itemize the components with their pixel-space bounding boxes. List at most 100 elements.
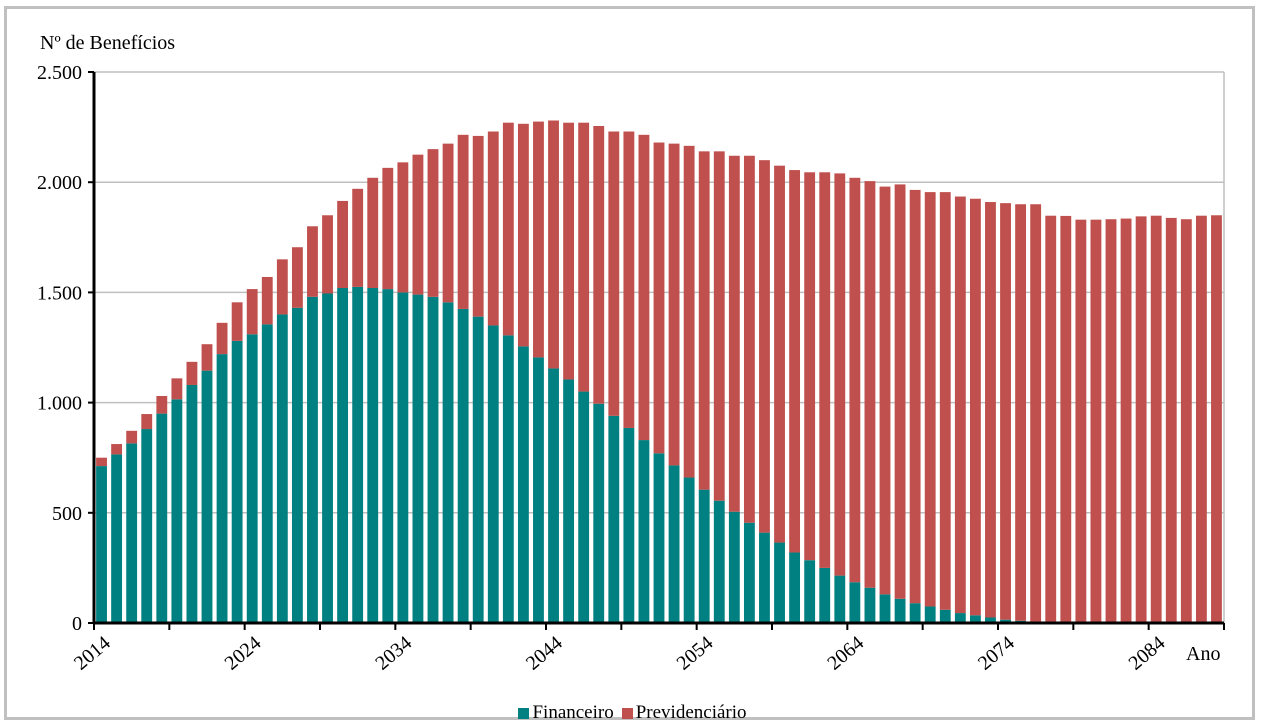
bar-previdenciario-2035 xyxy=(412,154,424,295)
bar-financeiro-2062 xyxy=(819,567,831,623)
bar-previdenciario-2032 xyxy=(367,177,379,288)
bar-financeiro-2040 xyxy=(487,325,499,623)
y-axis-label: Nº de Benefícios xyxy=(40,32,175,54)
bar-previdenciario-2048 xyxy=(608,131,620,416)
bar-financeiro-2020 xyxy=(186,384,198,623)
bar-previdenciario-2040 xyxy=(487,131,499,326)
x-tick-labels: 2014 2024 2034 2044 2054 2064 2074 2084 xyxy=(70,632,1169,675)
bar-previdenciario-2081 xyxy=(1105,219,1117,623)
bar-previdenciario-2074 xyxy=(1000,203,1011,620)
bar-previdenciario-2075 xyxy=(1015,204,1027,621)
bar-financeiro-2018 xyxy=(156,413,168,623)
bar-previdenciario-2050 xyxy=(638,134,650,441)
legend-swatch-previdenciario xyxy=(621,707,633,719)
bar-previdenciario-2023 xyxy=(231,302,243,341)
bar-previdenciario-2062 xyxy=(819,172,831,568)
bar-financeiro-2046 xyxy=(578,391,590,623)
bar-financeiro-2056 xyxy=(728,511,740,623)
bar-previdenciario-2031 xyxy=(352,188,364,287)
bar-financeiro-2029 xyxy=(322,293,333,623)
bar-previdenciario-2073 xyxy=(985,202,996,618)
bar-previdenciario-2069 xyxy=(924,192,936,607)
bar-previdenciario-2053 xyxy=(683,145,695,478)
bar-financeiro-2051 xyxy=(653,453,665,623)
bar-previdenciario-2060 xyxy=(789,170,801,553)
bar-previdenciario-2058 xyxy=(759,160,770,533)
bar-financeiro-2047 xyxy=(593,403,605,623)
bar-previdenciario-2042 xyxy=(517,123,529,347)
bar-previdenciario-2022 xyxy=(216,322,228,355)
bar-financeiro-2048 xyxy=(608,415,620,623)
bar-financeiro-2015 xyxy=(111,454,123,623)
bar-financeiro-2025 xyxy=(261,324,273,623)
y-tick-label-3: 1.500 xyxy=(37,282,82,304)
legend: Financeiro Previdenciário xyxy=(0,700,1265,726)
legend-label-financeiro: Financeiro xyxy=(532,702,614,723)
y-tick-label-5: 2.500 xyxy=(37,62,82,84)
bar-previdenciario-2038 xyxy=(457,134,469,309)
bar-previdenciario-2030 xyxy=(337,200,349,288)
bar-financeiro-2021 xyxy=(201,370,213,623)
bar-previdenciario-2016 xyxy=(126,430,138,444)
bar-financeiro-2053 xyxy=(683,477,695,623)
bar-previdenciario-2021 xyxy=(201,344,213,371)
bar-previdenciario-2020 xyxy=(186,361,198,385)
bar-financeiro-2044 xyxy=(548,368,559,623)
legend-item-previdenciario: Previdenciário xyxy=(621,702,747,724)
bar-previdenciario-2028 xyxy=(307,226,318,297)
x-tick-label-2084: 2084 xyxy=(1125,632,1170,675)
legend-label-previdenciario: Previdenciário xyxy=(635,702,747,723)
x-tick-label-2064: 2064 xyxy=(823,632,868,675)
bar-financeiro-2045 xyxy=(563,379,575,623)
bar-financeiro-2032 xyxy=(367,287,379,623)
bar-previdenciario-2063 xyxy=(834,173,846,576)
x-tick-label-2014: 2014 xyxy=(70,632,115,675)
bar-financeiro-2060 xyxy=(789,552,801,623)
bar-financeiro-2067 xyxy=(894,598,906,623)
bar-financeiro-2043 xyxy=(533,357,544,623)
bar-previdenciario-2070 xyxy=(939,192,951,610)
bar-financeiro-2058 xyxy=(759,532,770,623)
bar-financeiro-2036 xyxy=(427,296,439,623)
y-tick-label-2: 1.000 xyxy=(37,393,82,415)
bar-financeiro-2034 xyxy=(397,292,409,623)
bar-previdenciario-2014 xyxy=(96,457,107,467)
bar-financeiro-2023 xyxy=(231,340,243,623)
bar-financeiro-2055 xyxy=(713,500,725,623)
bar-financeiro-2068 xyxy=(909,603,921,623)
bar-previdenciario-2029 xyxy=(322,215,333,294)
bar-financeiro-2049 xyxy=(623,427,635,623)
bar-previdenciario-2018 xyxy=(156,395,168,414)
bar-financeiro-2054 xyxy=(698,489,710,623)
bar-previdenciario-2080 xyxy=(1090,219,1102,623)
bar-financeiro-2016 xyxy=(126,443,138,623)
y-tick-label-4: 2.000 xyxy=(37,172,82,194)
x-tick-label-2024: 2024 xyxy=(221,632,266,675)
bar-financeiro-2022 xyxy=(216,354,228,623)
y-tick-label-0: 0 xyxy=(72,613,82,635)
bar-previdenciario-2049 xyxy=(623,131,635,428)
bar-previdenciario-2052 xyxy=(668,143,680,466)
bar-previdenciario-2025 xyxy=(261,276,273,325)
bar-financeiro-2069 xyxy=(924,606,936,623)
bar-financeiro-2014 xyxy=(96,466,107,623)
bar-previdenciario-2085 xyxy=(1165,217,1177,624)
bar-financeiro-2035 xyxy=(412,294,424,623)
bar-financeiro-2041 xyxy=(502,335,514,623)
bar-financeiro-2065 xyxy=(864,587,876,623)
x-axis-label: Ano xyxy=(1186,643,1220,665)
bar-previdenciario-2065 xyxy=(864,181,876,588)
bar-previdenciario-2057 xyxy=(743,155,755,523)
bar-financeiro-2030 xyxy=(337,287,349,623)
y-tick-labels: 0 500 1.000 1.500 2.000 2.500 xyxy=(37,62,82,635)
legend-swatch-financeiro xyxy=(518,707,530,719)
bar-previdenciario-2078 xyxy=(1060,215,1072,623)
x-tick-label-2074: 2074 xyxy=(974,632,1019,675)
bars xyxy=(96,120,1222,624)
bar-previdenciario-2041 xyxy=(502,122,514,336)
bar-financeiro-2026 xyxy=(276,314,288,623)
bar-financeiro-2063 xyxy=(834,575,846,623)
bar-financeiro-2037 xyxy=(442,302,454,623)
bar-previdenciario-2054 xyxy=(698,151,710,490)
